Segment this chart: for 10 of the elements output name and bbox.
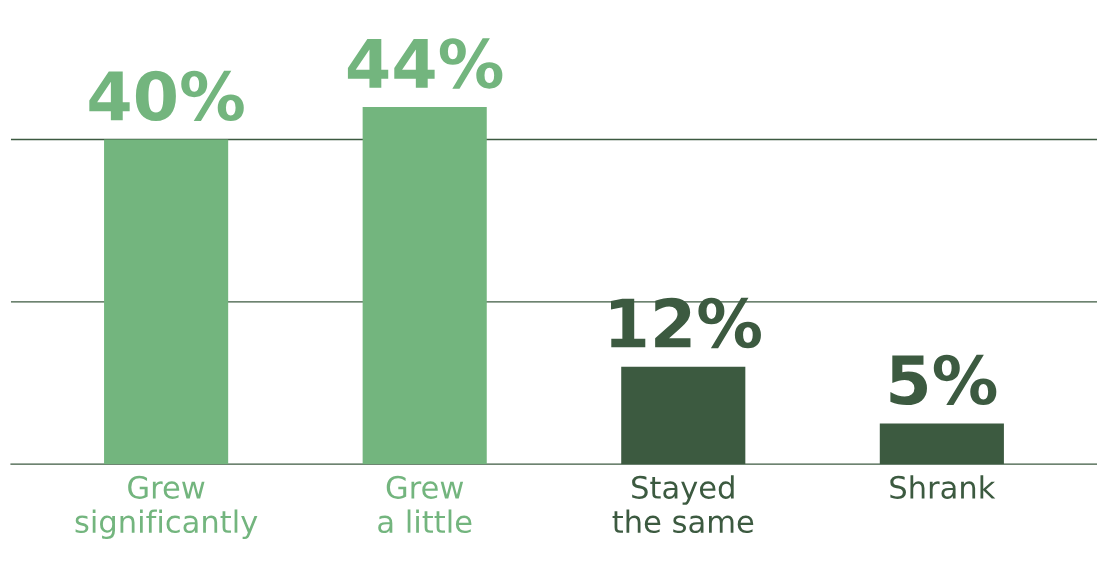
data-label: 44% [347, 38, 503, 89]
data-label: 40% [89, 70, 244, 122]
bar [362, 107, 487, 465]
bar [104, 139, 229, 465]
data-label: 12% [611, 297, 761, 349]
x-tick-label: Stayed the same [612, 475, 754, 534]
x-tick-label: Grew significantly [75, 475, 258, 540]
x-tick-label: Shrank [890, 475, 996, 499]
data-label: 5% [890, 354, 997, 406]
x-tick-label: Grew a little [378, 475, 472, 534]
